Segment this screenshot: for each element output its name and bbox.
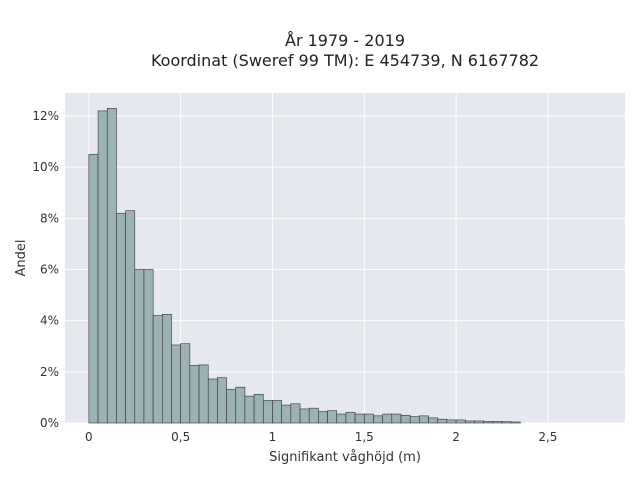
histogram-bar [299, 408, 310, 424]
histogram-bar [492, 421, 503, 424]
y-tick-label: 8% [40, 211, 59, 225]
histogram-bar [308, 407, 319, 424]
y-tick-label: 4% [40, 314, 59, 328]
histogram-bar [464, 420, 475, 424]
histogram-bar [134, 269, 145, 424]
chart-title-line-2: Koordinat (Sweref 99 TM): E 454739, N 61… [151, 51, 539, 70]
histogram-bar [391, 413, 402, 424]
histogram-bar [125, 210, 136, 424]
histogram-bar [171, 344, 181, 424]
x-tick-label: 1,5 [355, 430, 374, 444]
histogram-bar [217, 377, 227, 424]
histogram-bar [281, 404, 292, 424]
histogram-bar [152, 315, 163, 424]
histogram-bar [455, 419, 466, 424]
histogram-bar [189, 365, 200, 424]
histogram-bar [244, 395, 255, 424]
histogram-bar [162, 313, 172, 424]
y-axis-label: Andel [14, 240, 29, 277]
y-tick-label: 10% [32, 160, 59, 174]
histogram-bar [207, 378, 218, 424]
x-tick-label: 2 [452, 430, 460, 444]
histogram-bar [198, 364, 209, 424]
histogram-bar [354, 413, 365, 424]
histogram-bar [116, 212, 126, 424]
histogram-bar [88, 154, 99, 424]
histogram-bar [483, 421, 494, 424]
x-tick-label: 2,5 [538, 430, 557, 444]
histogram-bar [345, 411, 356, 424]
histogram-bar [382, 413, 393, 424]
histogram-bar [106, 108, 117, 424]
y-tick-label: 2% [40, 365, 59, 379]
histogram-bar [400, 415, 411, 424]
histogram-bar [501, 421, 512, 424]
histogram-bar [419, 415, 429, 424]
histogram-bar [327, 410, 338, 424]
y-tick-label: 0% [40, 416, 59, 430]
x-tick-label: 1 [269, 430, 277, 444]
histogram-bar [446, 419, 457, 424]
y-axis-ticks: 0% 2% 4% 6% 8% 10% 12% [32, 109, 59, 430]
histogram-bar [428, 417, 439, 424]
chart-title-line-1: År 1979 - 2019 [285, 31, 405, 50]
histogram-bar [272, 400, 282, 424]
y-tick-label: 6% [40, 263, 59, 277]
histogram-bars [88, 108, 521, 424]
histogram-bar [226, 388, 237, 424]
histogram-bar [510, 421, 521, 424]
x-tick-label: 0 [85, 430, 93, 444]
histogram-bar [318, 411, 328, 424]
histogram-bar [336, 413, 347, 424]
histogram-bar [180, 343, 191, 424]
histogram-bar [253, 394, 264, 424]
histogram-bar [474, 420, 484, 424]
histogram-bar [235, 386, 246, 424]
histogram-bar [373, 415, 383, 424]
x-tick-label: 0,5 [171, 430, 190, 444]
histogram-bar [97, 110, 108, 424]
y-tick-label: 12% [32, 109, 59, 123]
histogram-bar [290, 403, 301, 424]
x-axis-ticks: 0 0,5 1 1,5 2 2,5 [85, 430, 557, 444]
x-axis-label: Signifikant våghöjd (m) [269, 450, 421, 465]
histogram-bar [363, 413, 374, 424]
histogram-bar [262, 400, 273, 424]
histogram-bar [409, 416, 420, 424]
histogram-bar [437, 418, 448, 424]
histogram-bar [143, 269, 154, 424]
